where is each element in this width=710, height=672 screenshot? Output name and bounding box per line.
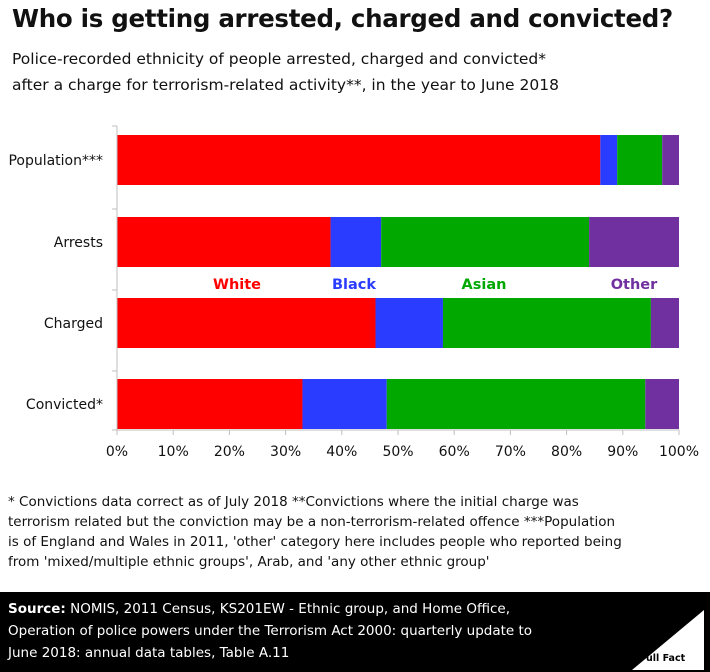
x-tick-label: 80%	[551, 444, 582, 460]
footnote-line-1: * Convictions data correct as of July 20…	[8, 494, 579, 510]
x-tick-label: 30%	[270, 444, 301, 460]
bar-asian-1	[381, 217, 590, 267]
x-tick-label: 0%	[106, 444, 128, 460]
source-panel: Source: NOMIS, 2011 Census, KS201EW - Et…	[0, 592, 710, 672]
bar-black-2	[375, 298, 443, 348]
source-line-2: Operation of police powers under the Ter…	[8, 623, 533, 639]
legend-black: Black	[332, 277, 376, 293]
footnote-line-3: is of England and Wales in 2011, 'other'…	[8, 534, 622, 550]
footnote-line-2: terrorism related but the conviction may…	[8, 514, 616, 530]
source-line-1: Source: NOMIS, 2011 Census, KS201EW - Et…	[8, 598, 628, 620]
chart-title: Who is getting arrested, charged and con…	[12, 4, 673, 33]
source-label: Source:	[8, 601, 66, 617]
bar-other-3	[645, 379, 679, 429]
legend-white: White	[213, 277, 261, 293]
category-label: Arrests	[54, 235, 103, 251]
source-text: Source: NOMIS, 2011 Census, KS201EW - Et…	[8, 598, 628, 664]
bar-white-3	[117, 379, 303, 429]
x-tick-label: 100%	[659, 444, 699, 460]
chart-area: Population*** Arrests Charged Convicted* 0% 1…	[0, 118, 710, 478]
legend-other: Other	[611, 277, 658, 293]
category-label: Charged	[44, 316, 103, 332]
bar-white-2	[117, 298, 376, 348]
stacked-bar-chart: Population*** Arrests Charged Convicted* 0% 1…	[8, 125, 699, 460]
full-fact-logo-icon	[632, 610, 704, 670]
footnote: * Convictions data correct as of July 20…	[8, 492, 704, 572]
bar-black-0	[600, 135, 618, 185]
bar-white-0	[117, 135, 601, 185]
bar-asian-3	[386, 379, 646, 429]
x-tick-label: 40%	[326, 444, 357, 460]
x-tick-label: 70%	[495, 444, 526, 460]
bar-other-1	[589, 217, 679, 267]
chart-subtitle: Police-recorded ethnicity of people arre…	[12, 46, 702, 98]
category-label: Convicted*	[26, 397, 103, 413]
x-tick-label: 50%	[382, 444, 413, 460]
source-line-1-text: NOMIS, 2011 Census, KS201EW - Ethnic gro…	[65, 601, 511, 617]
bar-black-1	[330, 217, 382, 267]
x-tick-label: 20%	[214, 444, 245, 460]
x-tick-label: 60%	[439, 444, 470, 460]
x-tick-label: 10%	[158, 444, 189, 460]
bar-other-0	[662, 135, 679, 185]
bar-black-3	[302, 379, 387, 429]
bar-asian-0	[617, 135, 663, 185]
bar-white-1	[117, 217, 331, 267]
legend-asian: Asian	[462, 277, 507, 293]
category-label: Population***	[8, 153, 103, 169]
bar-asian-2	[442, 298, 651, 348]
subtitle-line-1: Police-recorded ethnicity of people arre…	[12, 50, 547, 68]
bar-other-2	[650, 298, 679, 348]
subtitle-line-2: after a charge for terrorism-related act…	[12, 76, 559, 94]
footnote-line-4: from 'mixed/multiple ethnic groups', Ara…	[8, 554, 490, 570]
x-tick-label: 90%	[607, 444, 638, 460]
source-line-3: June 2018: annual data tables, Table A.1…	[8, 645, 290, 661]
logo-text: Full Fact	[640, 653, 686, 664]
